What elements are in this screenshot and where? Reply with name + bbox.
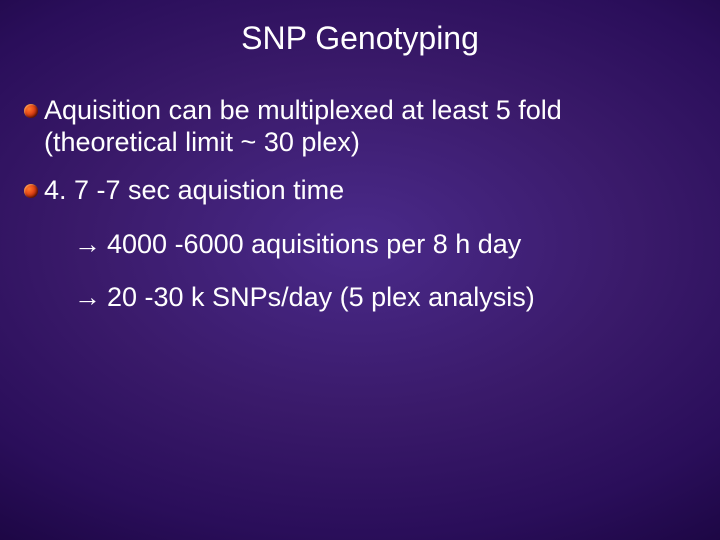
arrow-bullet-icon: →	[74, 282, 101, 314]
bullet-item: 4. 7 -7 sec aquistion time	[24, 175, 700, 207]
sub-bullet-list: → 4000 -6000 aquisitions per 8 h day → 2…	[74, 229, 700, 315]
sub-bullet-text: 20 -30 k SNPs/day (5 plex analysis)	[107, 282, 535, 314]
arrow-bullet-icon: →	[74, 229, 101, 261]
sub-bullet-text: 4000 -6000 aquisitions per 8 h day	[107, 229, 521, 261]
bullet-text: 4. 7 -7 sec aquistion time	[44, 175, 344, 207]
target-bullet-icon	[24, 104, 38, 118]
bullet-text: Aquisition can be multiplexed at least 5…	[44, 95, 700, 159]
sub-bullet-item: → 20 -30 k SNPs/day (5 plex analysis)	[74, 282, 700, 314]
sub-bullet-item: → 4000 -6000 aquisitions per 8 h day	[74, 229, 700, 261]
slide-title: SNP Genotyping	[0, 20, 720, 57]
slide-body: Aquisition can be multiplexed at least 5…	[24, 95, 700, 336]
target-bullet-icon	[24, 184, 38, 198]
bullet-item: Aquisition can be multiplexed at least 5…	[24, 95, 700, 159]
slide: SNP Genotyping Aquisition can be multipl…	[0, 0, 720, 540]
